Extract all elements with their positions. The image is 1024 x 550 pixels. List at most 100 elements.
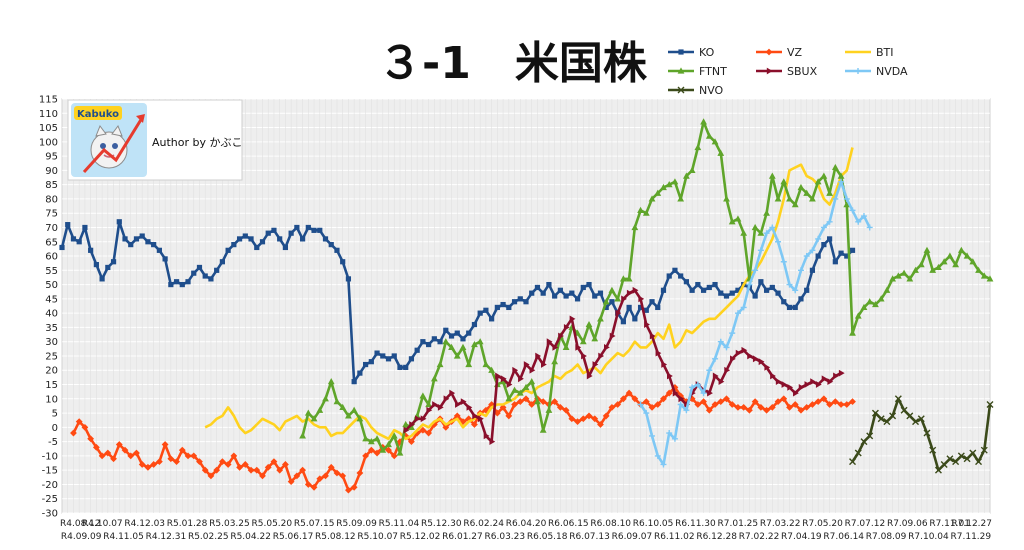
x-tick-label: R6.10.05 bbox=[633, 519, 674, 529]
data-point bbox=[711, 138, 719, 145]
y-tick-label: 15 bbox=[45, 380, 58, 391]
data-point bbox=[333, 469, 341, 477]
data-point bbox=[791, 401, 799, 408]
data-point bbox=[838, 369, 845, 377]
data-point bbox=[609, 332, 616, 340]
data-point bbox=[912, 418, 920, 426]
data-point bbox=[442, 423, 450, 431]
series-bti bbox=[204, 147, 854, 441]
data-point bbox=[821, 242, 827, 248]
data-point bbox=[75, 418, 83, 426]
x-tick-label: R6.06.15 bbox=[548, 519, 589, 529]
data-point bbox=[522, 383, 530, 390]
data-point bbox=[448, 343, 455, 350]
data-point bbox=[792, 304, 798, 311]
data-point bbox=[500, 375, 507, 383]
data-point bbox=[849, 207, 856, 214]
data-point bbox=[374, 350, 380, 356]
data-point bbox=[603, 344, 610, 351]
data-point bbox=[804, 287, 810, 293]
data-point bbox=[746, 281, 753, 288]
data-point bbox=[766, 67, 773, 75]
data-point bbox=[92, 443, 100, 451]
data-point bbox=[579, 415, 587, 423]
data-point bbox=[969, 449, 977, 457]
y-tick-label: 5 bbox=[52, 409, 58, 420]
x-tick-label: R6.02.24 bbox=[463, 519, 504, 529]
data-point bbox=[592, 361, 599, 368]
data-point bbox=[849, 329, 856, 336]
data-point bbox=[929, 446, 937, 454]
data-point bbox=[723, 195, 730, 202]
data-point bbox=[282, 461, 289, 468]
data-point bbox=[780, 258, 787, 265]
data-point bbox=[556, 403, 564, 411]
data-point bbox=[598, 352, 605, 360]
data-point bbox=[608, 286, 616, 293]
data-point bbox=[403, 364, 409, 370]
data-point bbox=[632, 286, 639, 294]
data-point bbox=[299, 236, 306, 242]
data-point bbox=[740, 403, 748, 411]
data-point bbox=[562, 343, 570, 350]
data-point bbox=[678, 273, 684, 279]
data-point bbox=[752, 267, 759, 274]
data-point bbox=[769, 224, 776, 231]
x-tick-label: R5.01.28 bbox=[167, 519, 208, 529]
data-point bbox=[866, 432, 874, 440]
data-point bbox=[563, 324, 570, 331]
data-point bbox=[706, 284, 712, 291]
legend-label: SBUX bbox=[787, 65, 818, 78]
data-point bbox=[619, 275, 627, 282]
data-point bbox=[752, 293, 758, 299]
data-point bbox=[940, 460, 948, 468]
data-point bbox=[196, 458, 203, 466]
data-point bbox=[751, 223, 759, 231]
data-point bbox=[837, 172, 845, 179]
data-point bbox=[116, 219, 122, 225]
data-point bbox=[236, 236, 243, 242]
data-point bbox=[70, 236, 77, 242]
data-point bbox=[854, 312, 862, 319]
y-tick-label: 70 bbox=[45, 223, 58, 234]
data-point bbox=[202, 273, 208, 279]
data-point bbox=[957, 452, 965, 460]
data-point bbox=[420, 339, 426, 345]
data-point bbox=[889, 412, 897, 420]
data-point bbox=[637, 304, 644, 311]
data-point bbox=[512, 366, 519, 374]
x-tick-label: R6.01.27 bbox=[442, 532, 483, 542]
data-point bbox=[224, 461, 232, 468]
x-tick-label: R7.01.25 bbox=[718, 519, 759, 529]
data-point bbox=[866, 298, 874, 305]
data-point bbox=[803, 253, 810, 260]
data-point bbox=[425, 429, 433, 437]
data-point bbox=[717, 338, 724, 345]
x-tick-label: R5.08.12 bbox=[315, 532, 356, 542]
data-point bbox=[809, 401, 816, 408]
data-point bbox=[511, 386, 518, 393]
legend-label: VZ bbox=[787, 46, 803, 59]
data-point bbox=[431, 336, 437, 342]
y-tick-label: -30 bbox=[42, 509, 58, 520]
data-point bbox=[236, 463, 243, 471]
data-point bbox=[345, 412, 352, 419]
data-point bbox=[277, 236, 283, 242]
data-point bbox=[625, 389, 633, 397]
data-point bbox=[735, 349, 742, 357]
data-point bbox=[460, 336, 466, 342]
data-point bbox=[448, 333, 455, 339]
data-point bbox=[81, 423, 89, 431]
data-point bbox=[877, 415, 885, 423]
data-point bbox=[597, 290, 604, 296]
data-point bbox=[403, 426, 410, 434]
data-point bbox=[969, 258, 977, 265]
data-point bbox=[591, 415, 599, 423]
data-point bbox=[804, 381, 811, 388]
data-point bbox=[322, 236, 329, 242]
data-point bbox=[980, 272, 988, 279]
data-point bbox=[769, 284, 775, 291]
data-point bbox=[689, 384, 696, 391]
data-point bbox=[877, 295, 885, 302]
data-point bbox=[831, 163, 839, 171]
